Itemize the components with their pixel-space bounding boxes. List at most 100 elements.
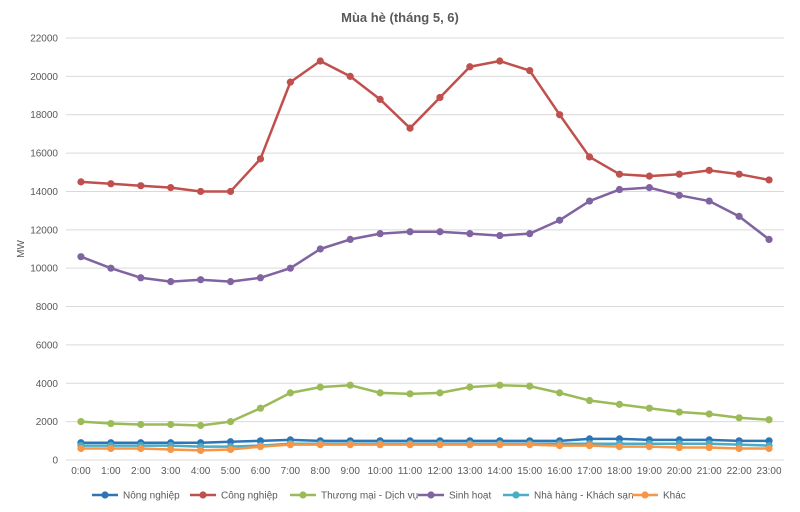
data-point bbox=[496, 381, 504, 389]
data-point bbox=[197, 187, 205, 196]
x-tick-label: 15:00 bbox=[517, 466, 542, 477]
x-tick-label: 2:00 bbox=[131, 466, 151, 477]
legend-item: Khác bbox=[632, 491, 686, 502]
data-point bbox=[286, 389, 294, 397]
data-point bbox=[346, 381, 354, 389]
data-point bbox=[226, 445, 235, 454]
x-tick-label: 22:00 bbox=[727, 466, 752, 477]
x-tick-label: 19:00 bbox=[637, 466, 662, 477]
data-point bbox=[286, 78, 294, 86]
data-point bbox=[585, 396, 594, 405]
data-point bbox=[645, 442, 653, 451]
data-point bbox=[735, 170, 743, 178]
series-line bbox=[80, 59, 770, 193]
data-point bbox=[675, 443, 683, 452]
data-point bbox=[615, 400, 624, 408]
legend-label: Khác bbox=[663, 491, 686, 502]
data-point bbox=[765, 176, 773, 184]
data-point bbox=[436, 93, 444, 102]
data-point bbox=[526, 230, 534, 238]
legend-item: Thương mại - Dịch vụ bbox=[290, 491, 418, 502]
y-tick-label: 8000 bbox=[36, 302, 59, 313]
y-tick-label: 4000 bbox=[36, 379, 59, 390]
x-tick-label: 12:00 bbox=[427, 466, 452, 477]
data-point bbox=[376, 441, 384, 449]
legend-label: Nông nghiệp bbox=[123, 491, 180, 502]
data-point bbox=[526, 382, 534, 390]
data-point bbox=[376, 389, 384, 397]
data-point bbox=[466, 63, 474, 71]
x-tick-label: 9:00 bbox=[340, 466, 360, 477]
x-tick-label: 3:00 bbox=[161, 466, 181, 477]
x-tick-label: 14:00 bbox=[487, 466, 512, 477]
legend: Nông nghiệp Công nghiệp Thương mại - Dịch … bbox=[92, 491, 686, 502]
legend-label: Công nghiệp bbox=[221, 491, 278, 502]
data-point bbox=[675, 170, 683, 178]
data-point bbox=[107, 444, 115, 453]
y-tick-label: 22000 bbox=[30, 34, 58, 45]
legend-swatch-marker bbox=[427, 491, 435, 499]
plot-area bbox=[77, 57, 773, 455]
data-point bbox=[346, 441, 354, 449]
legend-swatch-marker bbox=[199, 491, 207, 499]
data-point bbox=[436, 441, 444, 449]
x-tick-label: 13:00 bbox=[457, 466, 482, 477]
x-tick-label: 11:00 bbox=[398, 466, 423, 477]
y-tick-label: 0 bbox=[52, 456, 58, 467]
x-tick-label: 23:00 bbox=[757, 466, 782, 477]
data-point bbox=[585, 197, 594, 205]
data-point bbox=[197, 421, 205, 430]
x-tick-label: 7:00 bbox=[281, 466, 301, 477]
data-point bbox=[556, 442, 564, 450]
x-tick-label: 0:00 bbox=[71, 466, 91, 477]
legend-swatch-marker bbox=[512, 491, 520, 499]
data-point bbox=[705, 197, 713, 205]
data-point bbox=[137, 444, 145, 453]
legend-swatch-marker bbox=[101, 491, 109, 499]
legend-label: Thương mại - Dịch vụ bbox=[321, 491, 418, 502]
data-point bbox=[526, 67, 534, 75]
y-tick-label: 6000 bbox=[36, 340, 59, 351]
data-point bbox=[137, 182, 145, 190]
y-axis-label: MW bbox=[16, 240, 27, 258]
data-point bbox=[376, 95, 384, 103]
data-point bbox=[167, 278, 175, 286]
data-point bbox=[256, 274, 265, 282]
data-point bbox=[406, 124, 414, 132]
data-point bbox=[107, 264, 115, 272]
series-3 bbox=[77, 381, 773, 430]
data-point bbox=[77, 444, 85, 453]
series-4 bbox=[77, 184, 773, 286]
data-point bbox=[705, 410, 713, 418]
data-point bbox=[256, 404, 265, 412]
data-point bbox=[167, 445, 175, 454]
data-point bbox=[77, 178, 85, 186]
x-tick-label: 5:00 bbox=[221, 466, 241, 477]
data-point bbox=[77, 418, 85, 426]
data-point bbox=[226, 418, 235, 426]
x-tick-label: 4:00 bbox=[191, 466, 211, 477]
data-point bbox=[436, 228, 444, 236]
data-point bbox=[406, 228, 414, 236]
data-point bbox=[675, 191, 683, 199]
legend-item: Nhà hàng - Khách sạn bbox=[503, 491, 634, 502]
data-point bbox=[167, 420, 175, 429]
data-point bbox=[107, 419, 115, 428]
y-tick-label: 14000 bbox=[30, 187, 58, 198]
data-point bbox=[346, 72, 354, 80]
data-point bbox=[496, 57, 504, 65]
data-point bbox=[526, 441, 534, 449]
series-line bbox=[80, 383, 770, 427]
legend-item: Công nghiệp bbox=[190, 491, 278, 502]
x-tick-label: 16:00 bbox=[547, 466, 572, 477]
data-point bbox=[107, 180, 115, 188]
legend-item: Nông nghiệp bbox=[92, 491, 180, 502]
data-point bbox=[316, 57, 324, 65]
series-6 bbox=[77, 441, 773, 455]
data-point bbox=[556, 216, 564, 224]
data-point bbox=[376, 230, 384, 238]
legend-label: Nhà hàng - Khách sạn bbox=[534, 491, 634, 502]
data-point bbox=[585, 153, 594, 161]
data-point bbox=[735, 212, 743, 220]
